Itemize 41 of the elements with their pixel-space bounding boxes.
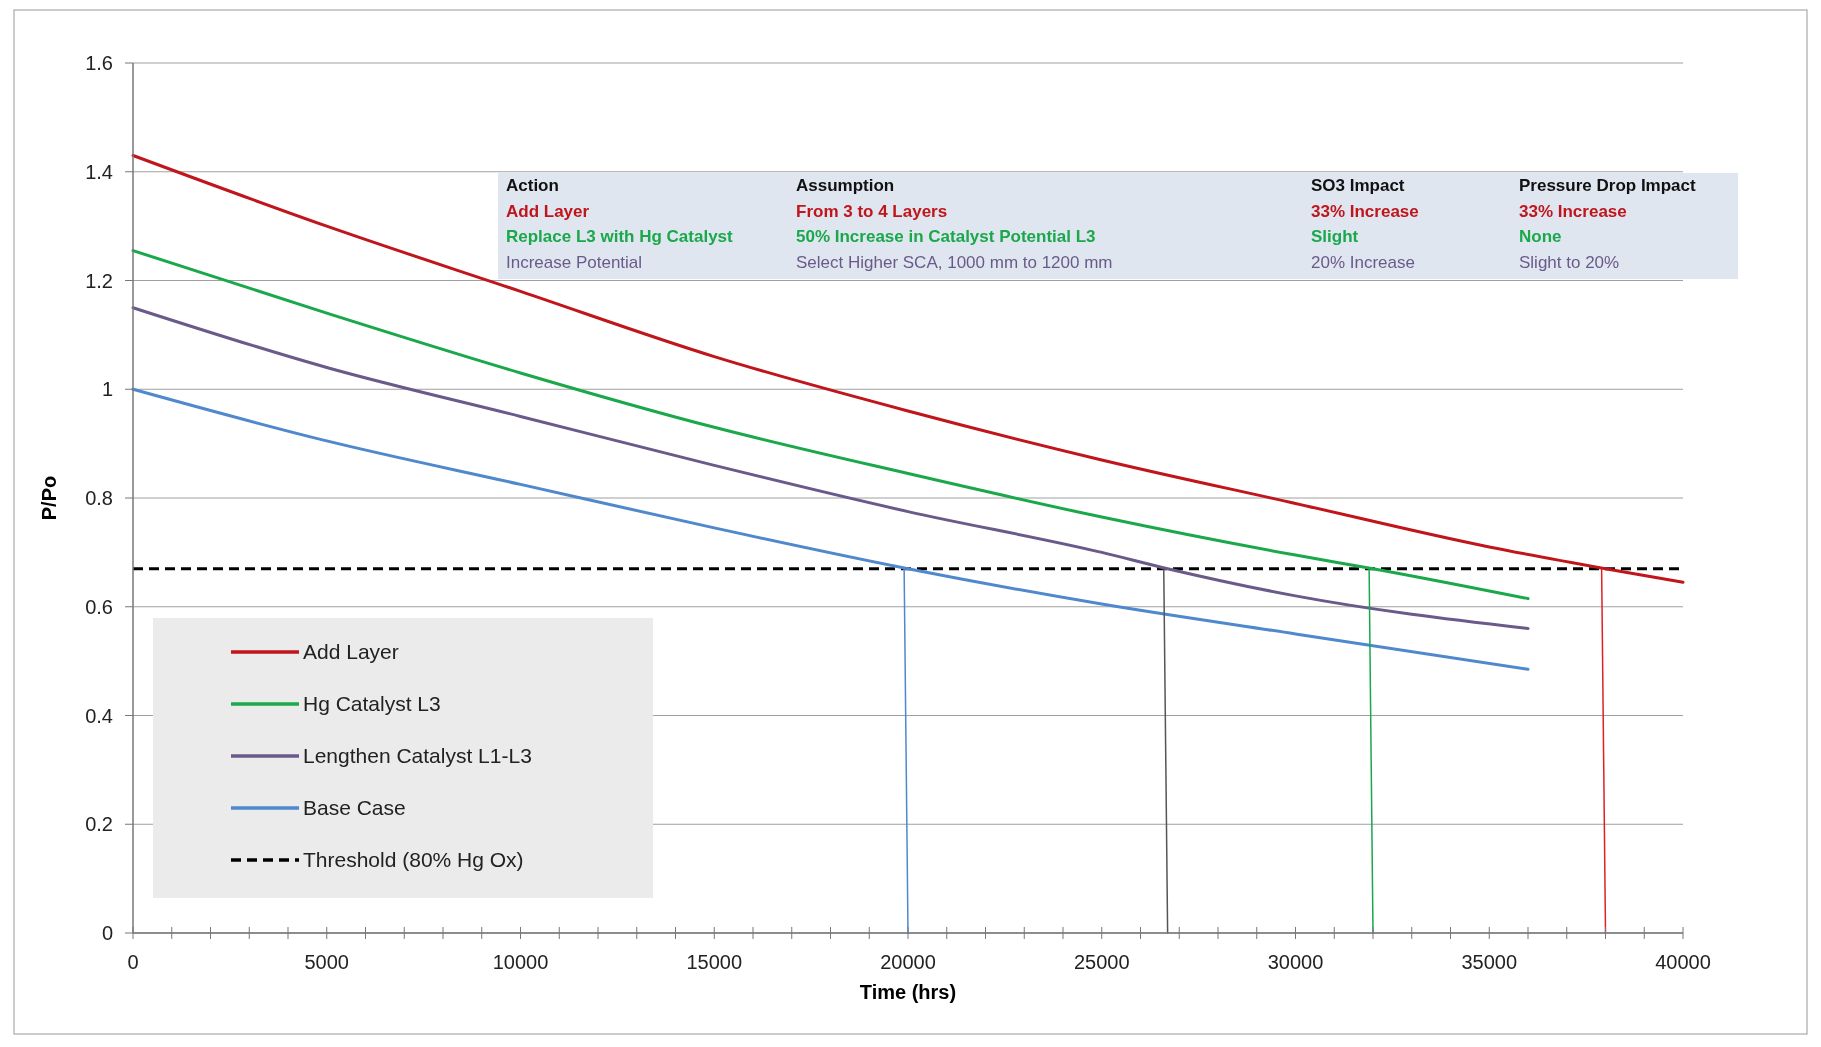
x-tick-label: 15000 [686,951,743,973]
y-axis-title: P/Po [38,475,60,521]
annotation: Slight to 20% [1519,252,1620,272]
annotation: SO3 Impact [1311,176,1405,195]
annotation: Select Higher SCA, 1000 mm to 1200 mm [796,252,1113,272]
legend-label: Threshold (80% Hg Ox) [303,848,524,871]
annotation: 33% Increase [1311,201,1419,221]
annotation: From 3 to 4 Layers [796,201,948,221]
legend-label: Add Layer [303,640,399,663]
x-axis-title: Time (hrs) [859,981,957,1003]
annotation: Increase Potential [506,252,643,272]
annotation: Replace L3 with Hg Catalyst [506,227,734,246]
y-tick-label: 1.6 [85,52,113,74]
x-tick-label: 20000 [880,951,936,973]
x-tick-label: 30000 [1267,951,1324,973]
annotation: 50% Increase in Catalyst Potential L3 [796,227,1096,246]
annotation: Assumption [796,176,895,195]
y-tick-label: 0 [101,922,113,944]
x-tick-label: 0 [127,951,139,973]
annotation: Pressure Drop Impact [1519,176,1697,195]
y-tick-label: 0.2 [85,813,113,836]
x-tick-label: 25000 [1073,951,1130,973]
y-tick-label: 1.2 [85,269,113,292]
y-tick-label: 1 [101,378,113,401]
legend-label: Base Case [303,796,406,819]
y-tick-label: 0.8 [85,487,113,509]
legend-label: Lengthen Catalyst L1-L3 [303,744,532,767]
annotation: 33% Increase [1519,201,1627,221]
y-tick-label: 1.4 [85,160,113,183]
annotation: 20% Increase [1311,252,1415,272]
annotation: Action [506,176,559,195]
y-tick-label: 0.4 [85,704,113,727]
x-tick-label: 5000 [304,951,349,973]
x-tick-label: 35000 [1461,951,1518,973]
x-tick-label: 40000 [1655,951,1711,973]
annotation: None [1519,227,1562,246]
legend-label: Hg Catalyst L3 [303,692,441,715]
annotation: Slight [1311,227,1359,246]
x-tick-label: 10000 [492,951,549,973]
annotation: Add Layer [506,201,590,221]
y-tick-label: 0.6 [85,595,113,618]
